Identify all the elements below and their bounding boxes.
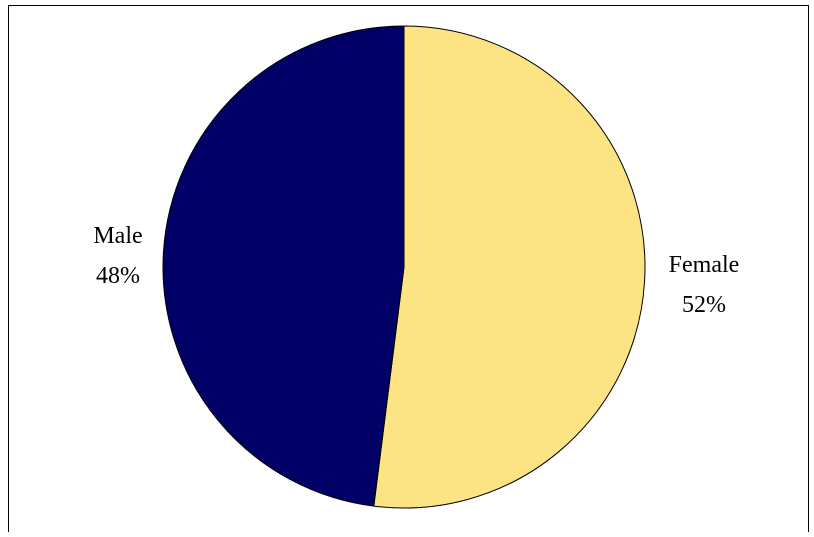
slice-percent-female: 52% [682, 292, 726, 318]
slice-percent-male: 48% [96, 263, 140, 289]
pie-slice-female [373, 25, 646, 509]
slice-label-male: Male [93, 223, 142, 249]
slice-label-female: Female [669, 252, 740, 278]
pie-slice-male [162, 25, 405, 507]
